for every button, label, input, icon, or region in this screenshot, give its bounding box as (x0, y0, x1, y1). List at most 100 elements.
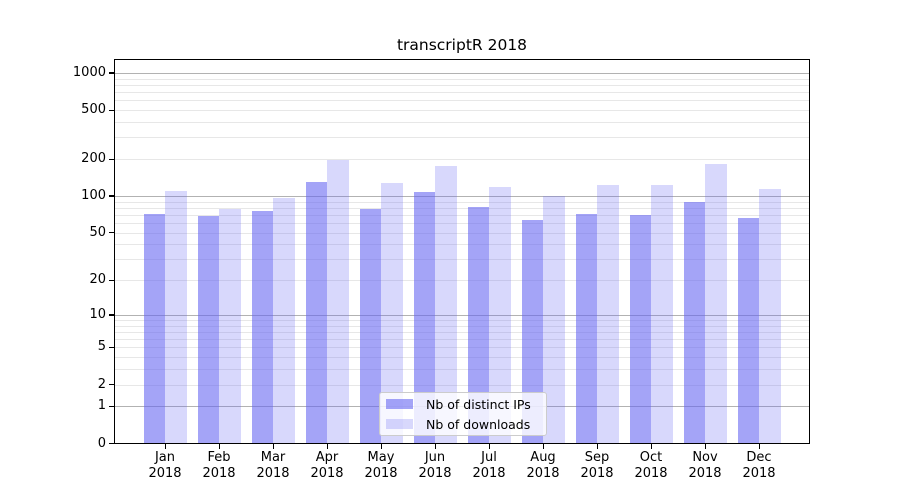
y-tick-mark (109, 158, 114, 160)
y-tick-mark (109, 346, 114, 349)
legend-swatch-downloads (386, 418, 413, 430)
bar-downloads-may (381, 183, 403, 443)
y-tick-mark (109, 384, 114, 386)
x-tick-label: Sep 2018 (580, 450, 614, 481)
bar-downloads-jul (489, 186, 511, 443)
legend: Nb of distinct IPs Nb of downloads (379, 392, 547, 436)
bar-distinct-ips-oct (629, 215, 651, 443)
bar-distinct-ips-apr (305, 181, 327, 443)
y-tick-label: 200 (81, 151, 106, 167)
gridline-minor (115, 100, 809, 102)
bar-distinct-ips-jun (413, 192, 435, 443)
gridline-minor (115, 92, 809, 94)
gridline-minor (115, 137, 809, 139)
legend-item-downloads: Nb of downloads (386, 417, 540, 432)
x-tick-label: Oct 2018 (634, 450, 668, 481)
bar-distinct-ips-jul (467, 207, 489, 443)
gridline-major (115, 195, 809, 197)
y-tick-mark (109, 195, 114, 197)
y-tick-label: 100 (81, 187, 106, 203)
bar-downloads-aug (543, 195, 565, 443)
gridline-major (115, 314, 809, 316)
gridline-minor (115, 280, 809, 282)
gridline-major (115, 72, 809, 74)
bar-distinct-ips-dec (737, 217, 759, 443)
gridline-minor (115, 369, 809, 371)
bar-distinct-ips-nov (683, 201, 705, 443)
x-tick-label: Apr 2018 (310, 450, 344, 481)
legend-item-distinct-ips: Nb of distinct IPs (386, 397, 540, 412)
y-tick-label: 1 (97, 398, 106, 414)
x-tick-mark (704, 444, 706, 449)
x-tick-label: Mar 2018 (256, 450, 290, 481)
bar-downloads-jan (165, 190, 187, 443)
gridline-minor (115, 110, 809, 112)
y-tick-label: 2 (97, 376, 106, 392)
gridline-minor (115, 201, 809, 203)
gridline-minor (115, 223, 809, 224)
x-tick-mark (326, 444, 328, 449)
x-tick-label: Jul 2018 (472, 450, 506, 481)
bar-distinct-ips-sep (575, 213, 597, 443)
gridline-minor (115, 78, 809, 80)
x-tick-mark (272, 444, 274, 449)
gridline-minor (115, 207, 809, 209)
y-tick-mark (109, 279, 114, 281)
y-tick-mark (109, 72, 114, 74)
y-tick-label: 1000 (72, 64, 106, 80)
y-tick-label: 0 (97, 435, 106, 451)
y-tick-label: 500 (81, 102, 106, 118)
gridline-minor (115, 244, 809, 246)
gridline-minor (115, 159, 809, 161)
x-tick-mark (650, 444, 652, 449)
bar-downloads-mar (273, 198, 295, 443)
x-tick-label: Dec 2018 (742, 450, 776, 481)
x-tick-label: Feb 2018 (202, 450, 236, 481)
x-tick-mark (758, 444, 760, 449)
legend-label-distinct-ips: Nb of distinct IPs (426, 396, 531, 412)
x-tick-mark (488, 444, 490, 449)
bar-distinct-ips-jan (143, 213, 165, 443)
gridline-minor (115, 122, 809, 123)
y-tick-mark (109, 314, 114, 316)
y-tick-label: 10 (89, 306, 106, 322)
x-tick-mark (596, 444, 598, 449)
y-tick-mark (109, 232, 114, 234)
y-tick-mark (109, 405, 114, 408)
x-tick-mark (380, 444, 382, 449)
bar-downloads-oct (651, 184, 673, 443)
bar-downloads-sep (597, 184, 619, 443)
x-tick-label: Jan 2018 (148, 450, 182, 481)
y-tick-label: 5 (97, 339, 106, 355)
bar-downloads-dec (759, 188, 781, 443)
gridline-minor (115, 214, 809, 216)
x-tick-label: Aug 2018 (526, 450, 560, 481)
bar-downloads-nov (705, 164, 727, 443)
bar-distinct-ips-may (359, 208, 381, 443)
bar-distinct-ips-mar (251, 210, 273, 443)
bar-downloads-jun (435, 165, 457, 443)
bar-downloads-apr (327, 159, 349, 443)
x-tick-label: Jun 2018 (418, 450, 452, 481)
y-tick-mark (109, 443, 114, 445)
legend-swatch-distinct-ips (386, 398, 413, 410)
x-tick-label: Nov 2018 (688, 450, 722, 481)
bar-downloads-feb (219, 208, 241, 443)
gridline-minor (115, 84, 809, 86)
y-tick-mark (109, 109, 114, 111)
chart-title: transcriptR 2018 (396, 36, 528, 54)
gridline-minor (115, 339, 809, 341)
gridline-minor (115, 320, 809, 321)
x-tick-mark (218, 444, 220, 449)
y-tick-label: 20 (89, 272, 106, 288)
gridline-minor (115, 347, 809, 349)
gridline-minor (115, 384, 809, 386)
bar-distinct-ips-feb (197, 215, 219, 443)
bar-distinct-ips-aug (521, 219, 543, 443)
x-tick-mark (542, 444, 544, 449)
x-tick-mark (164, 444, 166, 449)
legend-label-downloads: Nb of downloads (426, 416, 531, 432)
gridline-minor (115, 331, 809, 333)
plot-area (114, 59, 810, 444)
